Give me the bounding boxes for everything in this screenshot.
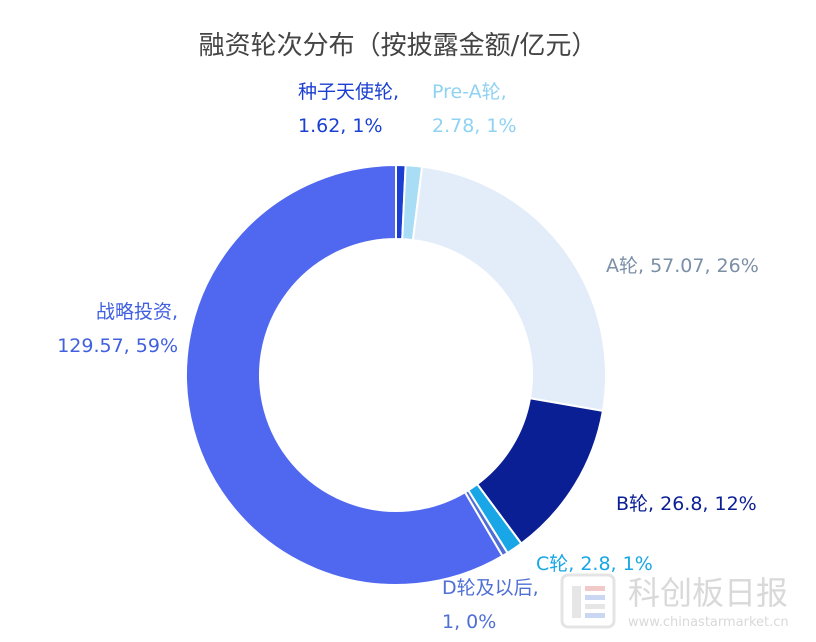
slice-label-6: 战略投资, — [96, 301, 178, 323]
slice-value-label-6: 129.57, 59% — [57, 335, 178, 357]
slice-6 — [185, 163, 504, 586]
chart-title: 融资轮次分布（按披露金额/亿元） — [199, 31, 598, 61]
slice-value-label-1: 2.78, 1% — [432, 115, 517, 137]
donut-slices — [185, 163, 607, 586]
slice-value-label-0: 1.62, 1% — [298, 115, 383, 137]
slice-label-5: D轮及以后, — [442, 577, 539, 599]
slice-labels: 种子天使轮, 1.62, 1% Pre-A轮, 2.78, 1% A轮, 57.07, … — [57, 81, 759, 633]
slice-label-1: Pre-A轮, — [432, 81, 507, 103]
slice-label-4: C轮, 2.8, 1% — [536, 553, 653, 575]
watermark-text: 科创板日报 — [628, 574, 788, 612]
slice-value-label-5: 1, 0% — [442, 611, 496, 633]
slice-label-0: 种子天使轮, — [298, 81, 399, 103]
slice-label-3: B轮, 26.8, 12% — [616, 493, 757, 515]
watermark-logo-icon — [560, 573, 616, 629]
watermark-url: www.chinastarmarket.cn — [628, 615, 789, 630]
slice-label-2: A轮, 57.07, 26% — [606, 255, 759, 277]
watermark: 科创板日报 www.chinastarmarket.cn — [560, 573, 789, 630]
slice-2 — [411, 165, 607, 413]
